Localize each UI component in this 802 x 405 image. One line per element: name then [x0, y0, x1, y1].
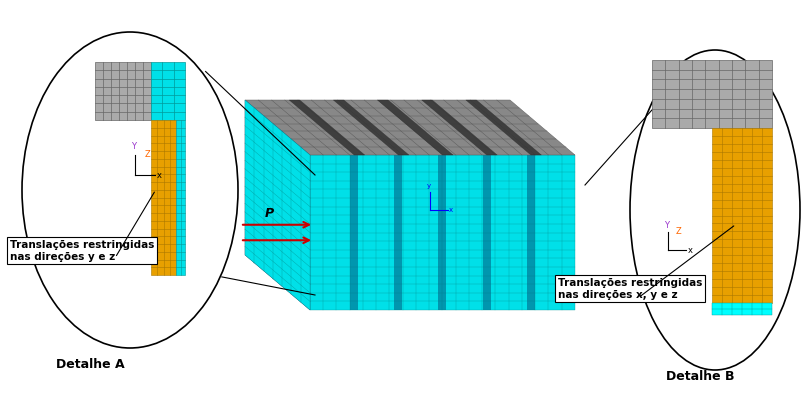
Polygon shape: [377, 100, 452, 155]
Bar: [151, 62, 184, 120]
Polygon shape: [289, 100, 364, 155]
Polygon shape: [245, 100, 310, 310]
Bar: [310, 155, 574, 310]
Text: Y: Y: [131, 142, 136, 151]
Text: Translações restringidas
nas direções x, y e z: Translações restringidas nas direções x,…: [557, 278, 702, 300]
Bar: [711, 128, 771, 303]
Text: Y: Y: [663, 221, 668, 230]
Bar: [350, 155, 358, 310]
Bar: [482, 155, 490, 310]
Polygon shape: [245, 100, 574, 155]
Polygon shape: [421, 100, 496, 155]
Text: y: y: [427, 183, 431, 189]
Bar: [711, 303, 771, 315]
Text: Detalhe A: Detalhe A: [55, 358, 124, 371]
Bar: [176, 120, 184, 275]
Polygon shape: [465, 100, 541, 155]
Text: Translações restringidas
nas direções y e z: Translações restringidas nas direções y …: [10, 240, 154, 262]
Text: P: P: [265, 207, 273, 220]
Text: x: x: [687, 246, 692, 255]
Polygon shape: [245, 100, 310, 310]
Text: Detalhe B: Detalhe B: [665, 370, 733, 383]
Text: x: x: [448, 207, 452, 213]
Bar: [151, 120, 176, 275]
Bar: [438, 155, 446, 310]
Text: x: x: [157, 171, 162, 180]
Bar: [95, 62, 151, 120]
Bar: [526, 155, 534, 310]
Text: Z: Z: [675, 227, 681, 236]
Text: Z: Z: [145, 150, 151, 159]
Bar: [394, 155, 402, 310]
Polygon shape: [333, 100, 408, 155]
Bar: [651, 60, 771, 128]
